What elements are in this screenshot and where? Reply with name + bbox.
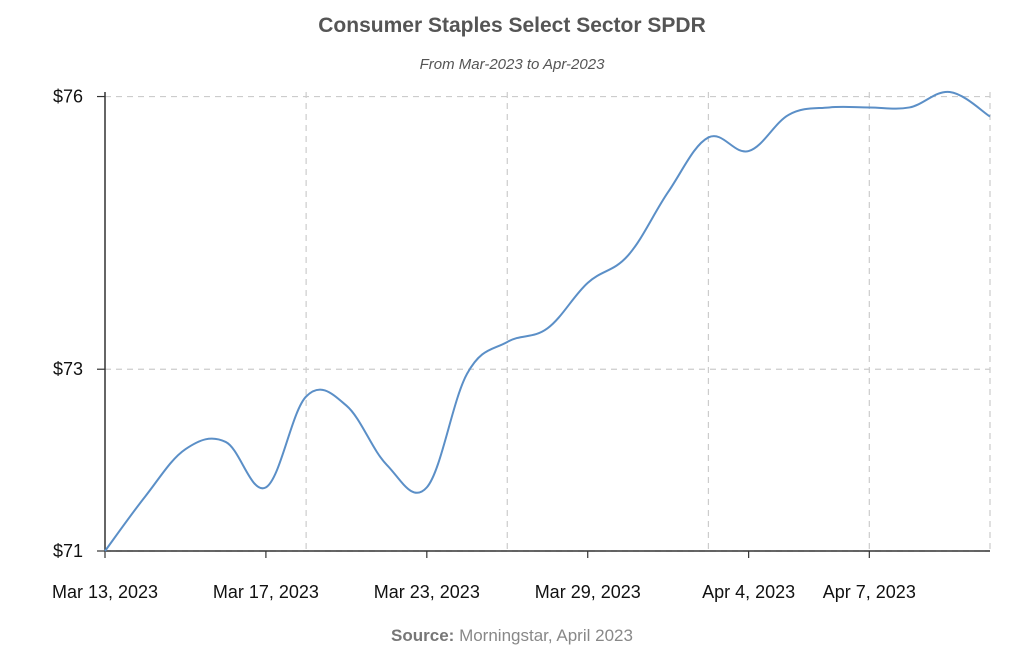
y-tick-label: $76 [53,87,83,107]
source-text: Morningstar, April 2023 [459,626,633,645]
x-tick-label: Mar 13, 2023 [52,582,158,602]
y-tick-label: $73 [53,359,83,379]
tick-labels: $71 $73 $76 Mar 13, 2023 Mar 17, 2023 Mar 23,… [52,87,916,602]
chart-subtitle: From Mar-2023 to Apr-2023 [419,56,605,73]
grid-lines [105,92,991,552]
axes [97,92,990,558]
price-line [104,90,991,552]
chart-title: Consumer Staples Select Sector SPDR [318,14,706,37]
series-lines [104,90,991,552]
x-tick-label: Apr 7, 2023 [823,582,916,602]
x-tick-label: Mar 23, 2023 [374,582,480,602]
x-tick-label: Mar 17, 2023 [213,582,319,602]
x-tick-label: Apr 4, 2023 [702,582,795,602]
y-tick-label: $71 [53,541,83,561]
source-label: Source: [391,626,455,645]
x-tick-label: Mar 29, 2023 [535,582,641,602]
chart-source: Source: Morningstar, April 2023 [0,626,1024,646]
